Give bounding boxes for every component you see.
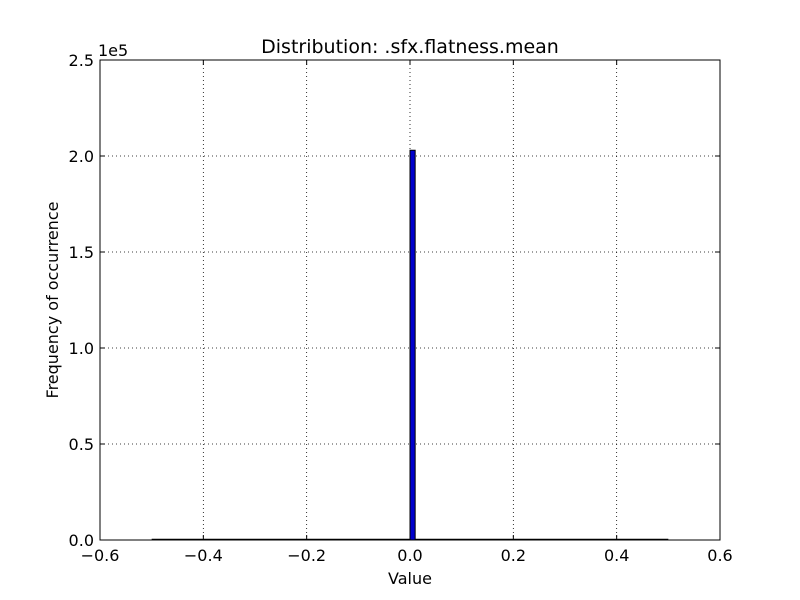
x-tick-label: −0.4 <box>184 546 223 565</box>
x-axis-label: Value <box>388 569 432 588</box>
y-tick-label: 1.0 <box>69 339 94 358</box>
ticks: −0.6 −0.4 −0.2 0.0 0.2 0.4 0.6 0.0 0.5 1.0 1.5 2.0 2… <box>69 51 733 565</box>
chart-title: Distribution: .sfx.flatness.mean <box>261 36 559 58</box>
y-tick-label: 2.5 <box>69 51 94 70</box>
y-tick-label: 2.0 <box>69 147 94 166</box>
y-tick-label: 0.0 <box>69 531 94 550</box>
x-tick-label: 0.2 <box>501 546 526 565</box>
x-tick-label: 0.0 <box>397 546 422 565</box>
x-tick-label: 0.6 <box>707 546 732 565</box>
x-tick-label: −0.6 <box>81 546 120 565</box>
x-tick-label: 0.4 <box>604 546 629 565</box>
y-tick-label: 1.5 <box>69 243 94 262</box>
x-tick-label: −0.2 <box>287 546 326 565</box>
y-tick-label: 0.5 <box>69 435 94 454</box>
y-axis-label: Frequency of occurrence <box>43 202 62 399</box>
y-axis-offset-label: 1e5 <box>98 41 128 60</box>
histogram-bar <box>409 149 416 541</box>
